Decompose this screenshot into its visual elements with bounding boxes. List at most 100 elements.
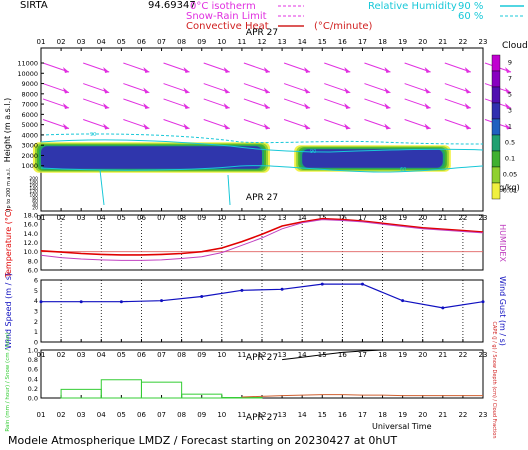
wind-arrow-head [424,102,431,109]
humidity-label: 90 [90,132,96,138]
wind-tick-label: 0 [34,339,38,347]
wind-arrow-head [183,123,190,130]
wind-arrow-head [183,87,190,94]
time-tick-label: 09 [197,214,206,222]
temperature-tick-label: 14.0 [24,230,38,238]
wind-arrow-head [304,123,311,130]
time-tick-label: 17 [358,38,367,46]
cloud-layer [302,149,443,168]
temperature-tick-label: 8.0 [28,257,38,265]
wind-tick-label: 3 [34,308,38,316]
height-tick-label: 4000 [21,131,38,139]
rain-bar [181,393,223,399]
time-tick-label: 13 [278,38,287,46]
height-tick-label: 3000 [21,142,38,150]
humidity-contours: 90 90 60 [40,132,484,206]
time-tick-label: 19 [398,38,407,46]
time-tick-label: 07 [157,351,166,359]
height-axis-label: Height (m a.s.l.) [3,98,12,163]
rain-tick-label: 0.6 [28,366,38,374]
rain-series [60,349,483,399]
time-tick-label: 14 [298,38,307,46]
temperature-tick-label: 10.0 [24,248,38,256]
time-tick-label: 17 [358,351,367,359]
time-tick-label: 20 [418,411,427,419]
wind-arrow-head [464,123,471,130]
wind-arrow-head [464,87,471,94]
wind-arrow-head [344,87,351,94]
wind-arrow-head [464,67,471,73]
header: SIRTA 94.69347 0°C isotherm Snow-Rain Li… [20,0,524,32]
time-tick-label: 16 [338,411,347,419]
time-tick-label: 09 [197,411,206,419]
lower-height-tick-label: 100 [29,193,38,199]
wind-arrow-head [464,102,471,109]
wind-arrow-head [304,87,311,94]
time-tick-label: 11 [237,38,246,46]
height-tick-label: 5000 [21,121,38,129]
clouds-scale-label: 0.1 [505,155,515,163]
height-tick-label: 2000 [21,152,38,160]
cape-line [282,349,383,361]
legend-snowrain-label: Snow-Rain Limit [186,11,267,22]
panel-frames [40,47,484,399]
time-tick-label: 15 [318,38,327,46]
time-tick-label: 07 [157,214,166,222]
humidity-label: 90 [310,149,316,155]
time-tick-label: 20 [418,38,427,46]
lower-height-tick-label: 160 [29,183,38,189]
wind-tick-label: 2 [34,318,38,326]
wind-arrow-head [223,123,230,130]
time-tick-label: 08 [177,351,186,359]
wind-arrow-head [63,87,69,94]
humidity-drop-2 [227,174,231,206]
wind-speed-point [481,300,485,304]
wind-arrow-head [344,123,351,130]
time-tick-label: 01 [37,411,46,419]
time-tick-label: 16 [338,38,347,46]
time-tick-label: 11 [237,214,246,222]
rain-bar [140,381,183,399]
wind-speed-point [200,295,204,299]
cape-axis-label: CAPE (J / g) / Snow Depth (cm) / Cloud F… [491,321,497,438]
date-label: APR 27 [246,413,278,423]
wind-gust-axis-label: Wind Gust (m / s) [498,276,507,346]
time-tick-label: 17 [358,214,367,222]
time-tick-label: 23 [479,214,488,222]
clouds-scale-label: 0.05 [503,171,517,179]
clouds-scale-swatch [491,134,501,152]
clouds-scale-title: Clouds [502,41,528,51]
wind-arrow-head [63,123,69,130]
time-tick-label: 09 [197,351,206,359]
height-tick-label: 9000 [21,80,38,88]
wind-arrow-head [424,123,431,130]
humidity-90-lower [40,165,484,173]
wind-grid: 0 1 2 3 4 5 6 [34,277,464,347]
time-tick-label: 01 [37,351,46,359]
time-tick-label: 06 [137,38,146,46]
time-tick-label: 05 [117,38,126,46]
lower-height-tick-label: 120 [29,189,38,195]
time-tick-label: 02 [57,411,66,419]
temperature-grid: 6.0 8.010.012.014.016.018.0 [24,212,483,275]
time-tick-label: 05 [117,214,126,222]
wind-speed-point [119,300,123,304]
height-axis: 1000 2000 3000 4000 5000 6000 7000 8000 9000 1000… [17,60,44,212]
wind-speed-point [39,300,43,304]
clouds-scale-swatch [491,70,501,88]
clouds-scale-label: 3 [508,107,512,115]
cloud-layers [33,142,451,173]
humidity-60 [40,133,484,145]
temperature-axis-label: Temperature (°C) [4,208,13,278]
clouds-scale-label: 7 [508,75,512,83]
wind-arrow-head [384,123,391,130]
wind-arrow-head [505,123,511,130]
cloud-panel: 90 90 60 1000 2000 3000 4000 5000 6000 7000 8000 9… [3,60,512,212]
wind-arrow-head [63,67,69,73]
time-tick-label: 19 [398,411,407,419]
wind-speed-point [240,288,244,292]
time-tick-label: 21 [438,38,447,46]
wind-arrow-head [143,123,150,130]
time-tick-label: 04 [97,351,106,359]
temperature-tick-label: 6.0 [28,267,38,275]
